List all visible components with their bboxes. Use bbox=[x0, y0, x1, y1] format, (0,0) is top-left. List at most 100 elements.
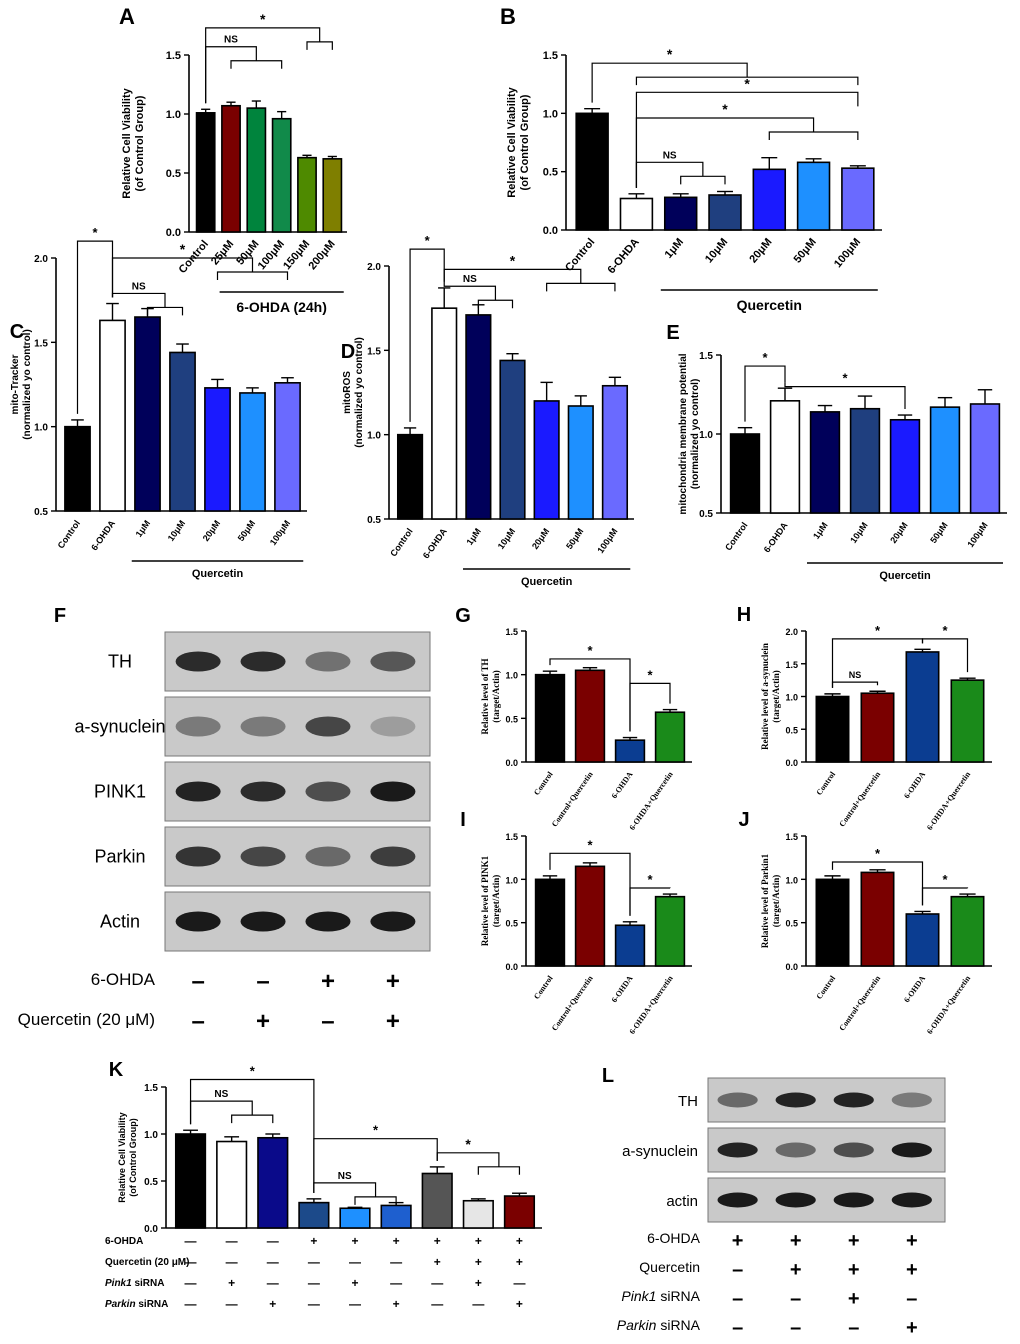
y-axis-label-a: (of Control Group) bbox=[134, 95, 146, 191]
condition-mark-f: – bbox=[191, 1008, 204, 1035]
y-tick-label-d: 1.0 bbox=[367, 431, 381, 442]
blot-panel-l: L TH a-synuclein actin 6-OHDA + + + + Quercetin – +… bbox=[602, 1065, 946, 1339]
condition-mark-k: — bbox=[390, 1255, 402, 1269]
condition-mark-k: + bbox=[516, 1255, 523, 1269]
condition-mark-k: — bbox=[308, 1255, 320, 1269]
y-axis-label-c: (normalized yo control) bbox=[22, 329, 33, 440]
y-tick-label-g: 1.5 bbox=[505, 627, 518, 637]
blot-row-label-f: Parkin bbox=[94, 847, 145, 867]
category-label-i: Control+Quercetin bbox=[550, 974, 595, 1033]
condition-mark-k: — bbox=[390, 1276, 402, 1290]
blot-row-label-f: TH bbox=[108, 652, 132, 672]
chart-k: K 0.0 0.5 1.0 1.5 Relative Cell Viability (of … bbox=[105, 1059, 542, 1311]
condition-mark-k: — bbox=[513, 1276, 525, 1290]
condition-mark-f: – bbox=[191, 968, 204, 995]
condition-label-k: Parkin siRNA bbox=[105, 1299, 168, 1310]
category-label-e: 1μM bbox=[811, 520, 830, 540]
bar-b bbox=[619, 197, 654, 231]
blot-panel-f: F TH a-synuclein PINK1 Parkin Actin 6-OHDA – – + +… bbox=[18, 605, 431, 1035]
category-label-h: Control bbox=[815, 769, 838, 797]
significance-label-b: * bbox=[722, 101, 728, 117]
bar-c bbox=[99, 319, 126, 512]
y-tick-label-c: 1.0 bbox=[34, 423, 48, 434]
y-tick-label-b: 1.5 bbox=[543, 50, 558, 62]
category-label-i: Control bbox=[532, 973, 555, 1001]
condition-label-l: Parkin siRNA bbox=[617, 1317, 701, 1333]
y-axis-label-g: (target/Actin) bbox=[491, 670, 501, 722]
significance-bracket-k bbox=[189, 1100, 253, 1125]
significance-bracket-k bbox=[313, 1138, 438, 1193]
blot-band-f bbox=[370, 781, 416, 802]
chart-h: H 0.0 0.5 1.0 1.5 2.0 Relative level of a-synu… bbox=[737, 604, 992, 832]
bar-d bbox=[533, 400, 560, 520]
bar-e bbox=[809, 411, 841, 514]
condition-mark-k: — bbox=[308, 1276, 320, 1290]
significance-label-i: * bbox=[647, 872, 653, 887]
bar-k bbox=[462, 1199, 494, 1229]
significance-bracket-b bbox=[635, 117, 815, 188]
significance-bracket-i bbox=[629, 887, 671, 916]
significance-subbracket-b bbox=[680, 175, 726, 185]
condition-mark-l: + bbox=[732, 1230, 744, 1252]
significance-bracket-b bbox=[591, 62, 748, 103]
significance-label-b: * bbox=[744, 75, 750, 91]
category-label-a: 200μM bbox=[306, 238, 337, 272]
condition-mark-f: + bbox=[386, 968, 400, 995]
significance-bracket-k bbox=[189, 1078, 315, 1193]
category-label-h: 6-OHDA bbox=[902, 770, 927, 800]
y-tick-label-a: 1.5 bbox=[166, 50, 181, 62]
category-label-c: 20μM bbox=[201, 518, 222, 543]
chart-e: E 0.5 1.0 1.5 mitochondria membrane potentia… bbox=[666, 322, 1007, 582]
bar-d bbox=[396, 433, 424, 520]
y-tick-label-i: 0.0 bbox=[505, 962, 518, 972]
category-label-b: 6-OHDA bbox=[605, 236, 641, 276]
bar-b bbox=[752, 168, 787, 231]
significance-label-h: * bbox=[875, 623, 881, 638]
condition-mark-k: — bbox=[185, 1276, 197, 1290]
condition-mark-l: – bbox=[732, 1259, 743, 1281]
category-label-a: 100μM bbox=[256, 238, 287, 272]
y-axis-label-h: (target/Actin) bbox=[771, 670, 781, 722]
significance-label-c: NS bbox=[132, 281, 146, 292]
blot-band-f bbox=[370, 651, 416, 672]
y-tick-label-k: 0.5 bbox=[144, 1177, 158, 1188]
significance-bracket-c bbox=[111, 292, 166, 308]
chart-g: G 0.0 0.5 1.0 1.5 Relative level of TH (target… bbox=[455, 605, 692, 832]
category-label-e: 100μM bbox=[965, 520, 989, 549]
significance-label-c: * bbox=[92, 225, 98, 240]
condition-label-l: Quercetin bbox=[639, 1259, 700, 1275]
blot-band-f bbox=[240, 651, 286, 672]
bar-k bbox=[216, 1140, 248, 1229]
blot-band-f bbox=[370, 846, 416, 867]
category-label-c: 1μM bbox=[134, 518, 153, 538]
significance-label-h: NS bbox=[849, 670, 862, 680]
bar-c bbox=[134, 316, 161, 512]
chart-a: A 0.0 0.5 1.0 1.5 Relative Cell Viability (of … bbox=[119, 4, 347, 315]
condition-mark-k: — bbox=[185, 1234, 197, 1248]
bar-e bbox=[929, 406, 961, 514]
category-label-c: 6-OHDA bbox=[89, 518, 117, 552]
condition-mark-l: – bbox=[732, 1317, 743, 1339]
significance-subbracket-d bbox=[546, 282, 616, 292]
blot-band-f bbox=[175, 716, 221, 737]
bar-b bbox=[663, 196, 698, 231]
y-tick-label-d: 2.0 bbox=[367, 262, 381, 273]
significance-subbracket-b bbox=[768, 131, 859, 140]
panel-letter-c: C bbox=[10, 321, 24, 343]
blot-band-f bbox=[305, 911, 351, 932]
y-tick-label-c: 2.0 bbox=[34, 254, 48, 265]
condition-mark-k: — bbox=[267, 1234, 279, 1248]
bar-g bbox=[574, 669, 606, 763]
bar-h bbox=[860, 692, 895, 763]
y-tick-label-h: 0.5 bbox=[785, 725, 798, 735]
significance-label-g: * bbox=[647, 667, 653, 682]
condition-mark-l: – bbox=[848, 1317, 859, 1339]
y-tick-label-b: 1.0 bbox=[543, 108, 558, 120]
condition-mark-l: + bbox=[906, 1317, 918, 1339]
category-label-e: 10μM bbox=[848, 520, 869, 545]
category-label-a: 25μM bbox=[209, 238, 236, 267]
y-tick-label-g: 0.0 bbox=[505, 758, 518, 768]
condition-mark-k: + bbox=[351, 1234, 358, 1248]
condition-mark-k: — bbox=[308, 1297, 320, 1311]
y-axis-label-k: Relative Cell Viability bbox=[117, 1112, 127, 1202]
